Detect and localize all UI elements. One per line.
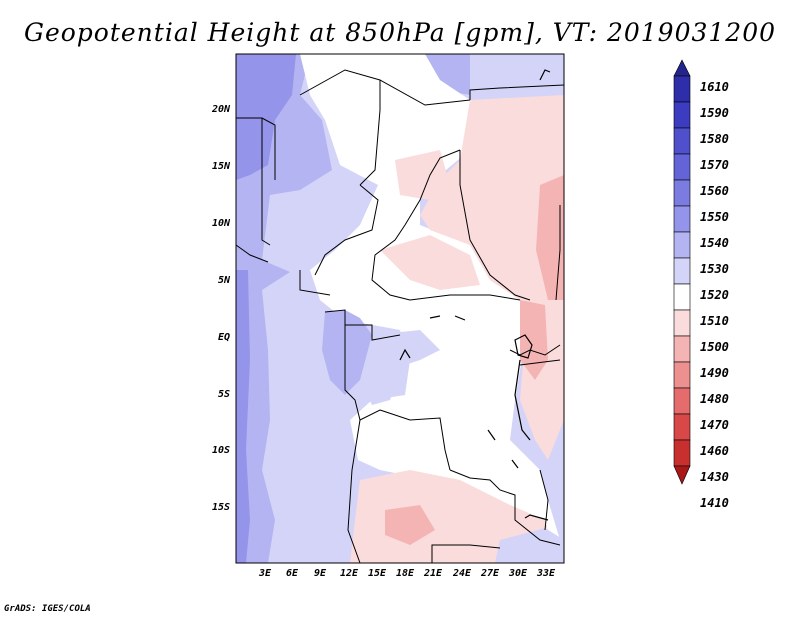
field-deep-blue-west-strip xyxy=(236,270,250,563)
x-tick-33e: 33E xyxy=(536,568,556,579)
y-tick-10s: 10S xyxy=(211,445,230,456)
colorbar-cell xyxy=(673,387,691,415)
x-tick-9e: 9E xyxy=(313,568,327,579)
field-rose-east-lakes xyxy=(520,300,548,380)
colorbar-cell xyxy=(673,257,691,285)
field-light-blue-congo xyxy=(360,330,440,405)
y-tick-15n: 15N xyxy=(211,161,230,172)
colorbar-label-1570: 1570 xyxy=(700,158,729,172)
colorbar-cell xyxy=(673,231,691,259)
colorbar-label-1610: 1610 xyxy=(700,80,729,94)
map-panel xyxy=(235,53,565,564)
y-tick-eq: EQ xyxy=(217,332,230,343)
colorbar-label-1430: 1430 xyxy=(700,470,729,484)
lakes xyxy=(399,69,551,521)
colorbar-cell xyxy=(673,127,691,155)
colorbar-bottom-arrow xyxy=(673,465,691,485)
field-mid-blue-central xyxy=(322,310,372,395)
field-light-blue-se xyxy=(495,528,564,563)
colorbar-label-1510: 1510 xyxy=(700,314,729,328)
x-tick-24e: 24E xyxy=(452,568,472,579)
y-tick-5n: 5N xyxy=(217,275,230,286)
colorbar-label-1470: 1470 xyxy=(700,418,729,432)
colorbar-label-1480: 1480 xyxy=(700,392,729,406)
colorbar xyxy=(673,59,691,485)
x-tick-12e: 12E xyxy=(339,568,359,579)
map-frame xyxy=(235,53,565,564)
colorbar-cell xyxy=(673,205,691,233)
colorbar-label-1550: 1550 xyxy=(700,210,729,224)
colorbar-cell xyxy=(673,335,691,363)
colorbar-label-1460: 1460 xyxy=(700,444,729,458)
y-tick-20n: 20N xyxy=(211,104,230,115)
x-tick-27e: 27E xyxy=(480,568,500,579)
field-pink-central-north xyxy=(395,150,450,200)
field-deep-blue-nw xyxy=(236,54,296,180)
colorbar-label-1490: 1490 xyxy=(700,366,729,380)
map-title: Geopotential Height at 850hPa [gpm], VT:… xyxy=(23,18,777,47)
colorbar-cell xyxy=(673,101,691,129)
colorbar-cell xyxy=(673,283,691,311)
field-rose-east-highlands xyxy=(536,175,564,300)
x-tick-15e: 15E xyxy=(367,568,387,579)
colorbar-label-1580: 1580 xyxy=(700,132,729,146)
colorbar-cell xyxy=(673,309,691,337)
colorbar-label-1410: 1410 xyxy=(700,496,729,510)
grads-credit: GrADS: IGES/COLA xyxy=(4,604,91,614)
x-tick-21e: 21E xyxy=(423,568,443,579)
colorbar-label-1500: 1500 xyxy=(700,340,729,354)
field-mid-blue-ocean xyxy=(236,54,332,563)
colorbar-cell xyxy=(673,75,691,103)
y-tick-15s: 15S xyxy=(211,502,230,513)
x-tick-3e: 3E xyxy=(258,568,272,579)
colorbar-label-1540: 1540 xyxy=(700,236,729,250)
x-tick-30e: 30E xyxy=(508,568,528,579)
colorbar-top-arrow xyxy=(673,59,691,77)
colorbar-cell xyxy=(673,439,691,467)
colorbar-label-1530: 1530 xyxy=(700,262,729,276)
country-borders xyxy=(235,69,565,564)
colorbar-cell xyxy=(673,361,691,389)
colorbar-cell xyxy=(673,413,691,441)
colorbar-cell xyxy=(673,153,691,181)
x-tick-18e: 18E xyxy=(395,568,415,579)
colorbar-label-1520: 1520 xyxy=(700,288,729,302)
x-tick-6e: 6E xyxy=(285,568,299,579)
y-tick-10n: 10N xyxy=(211,218,230,229)
y-tick-5s: 5S xyxy=(217,389,230,400)
colorbar-label-1560: 1560 xyxy=(700,184,729,198)
colorbar-cell xyxy=(673,179,691,207)
field-rose-south xyxy=(385,505,435,545)
colorbar-label-1590: 1590 xyxy=(700,106,729,120)
field-pink-chad-south xyxy=(380,235,480,290)
